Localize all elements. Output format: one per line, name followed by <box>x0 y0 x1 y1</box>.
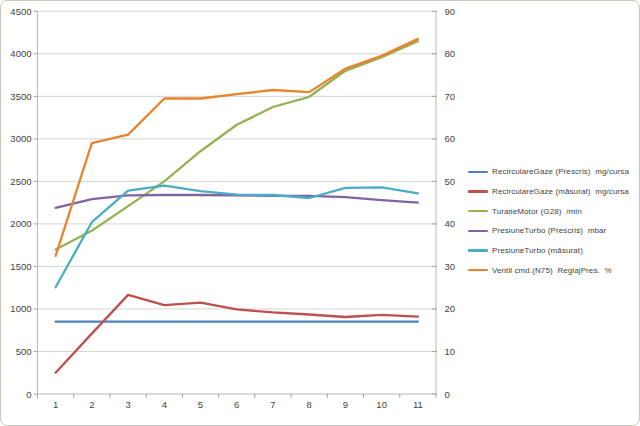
x-axis-label: 6 <box>234 399 239 410</box>
right-axis-label: 0 <box>445 389 450 400</box>
right-axis-label: 90 <box>445 6 456 17</box>
right-axis-label: 70 <box>445 91 456 102</box>
legend-swatch-icon <box>468 230 488 232</box>
series-line-turatie-motor-g28[interactable] <box>56 41 418 249</box>
left-axis-label: 1500 <box>10 261 31 272</box>
left-axis-label: 2500 <box>10 176 31 187</box>
legend-item-presiune-turbo-masurat[interactable]: PresiuneTurbo (măsurat) <box>468 241 629 261</box>
right-axis-label: 50 <box>445 176 456 187</box>
right-axis-label: 20 <box>445 303 456 314</box>
legend-swatch-icon <box>468 210 488 212</box>
legend-label: RecirculareGaze (măsurat) mg/cursa <box>492 187 629 196</box>
chart-frame: 0 500 1000 1500 2000 2500 3000 3500 4000 4500 0 10 2… <box>0 0 640 426</box>
legend-label: PresiuneTurbo (măsurat) <box>492 246 583 255</box>
legend-item-recirculare-gaze-masurat[interactable]: RecirculareGaze (măsurat) mg/cursa <box>468 182 629 202</box>
right-axis-label: 60 <box>445 133 456 144</box>
series-line-ventil-cmd-n75[interactable] <box>56 39 418 256</box>
left-axis-label: 500 <box>16 346 32 357</box>
left-axis-label: 0 <box>26 389 31 400</box>
left-axis-label: 2000 <box>10 218 31 229</box>
x-axis-label: 8 <box>307 399 312 410</box>
left-axis-label: 1000 <box>10 303 31 314</box>
legend-label: RecirculareGaze (Prescris) mg/cursa <box>492 167 629 176</box>
legend-item-recirculare-gaze-prescris[interactable]: RecirculareGaze (Prescris) mg/cursa <box>468 162 629 182</box>
legend-item-presiune-turbo-prescris[interactable]: PresiuneTurbo (Prescris) mbar <box>468 221 629 241</box>
right-axis-label: 80 <box>445 48 456 59</box>
x-axis-label: 4 <box>162 399 167 410</box>
legend-swatch-icon <box>468 190 488 192</box>
x-axis-label: 7 <box>270 399 275 410</box>
legend-swatch-icon <box>468 249 488 251</box>
legend-swatch-icon <box>468 269 488 271</box>
x-axis-label: 11 <box>413 399 423 410</box>
x-axis-label: 10 <box>376 399 387 410</box>
right-axis-label: 10 <box>445 346 456 357</box>
legend-label: TurațieMotor (G28) /min <box>492 207 582 216</box>
series-line-recirculare-gaze-masurat[interactable] <box>56 295 418 373</box>
legend-label: Ventil cmd.(N75) ReglajPres. % <box>492 266 612 275</box>
x-axis-label: 3 <box>125 399 130 410</box>
left-axis-label: 4000 <box>10 48 31 59</box>
series-line-presiune-turbo-masurat[interactable] <box>56 186 418 288</box>
left-axis-label: 3000 <box>10 133 31 144</box>
legend: RecirculareGaze (Prescris) mg/cursa Recir… <box>468 162 629 280</box>
right-axis-label: 30 <box>445 261 456 272</box>
left-axis-label: 3500 <box>10 91 31 102</box>
legend-label: PresiuneTurbo (Prescris) mbar <box>492 226 606 235</box>
left-axis-label: 4500 <box>10 6 31 17</box>
x-axis-label: 2 <box>89 399 94 410</box>
x-axis-label: 1 <box>53 399 58 410</box>
x-axis-label: 9 <box>343 399 348 410</box>
legend-item-turatie-motor-g28[interactable]: TurațieMotor (G28) /min <box>468 201 629 221</box>
legend-swatch-icon <box>468 171 488 173</box>
right-axis-label: 40 <box>445 218 456 229</box>
legend-item-ventil-cmd-n75[interactable]: Ventil cmd.(N75) ReglajPres. % <box>468 260 629 280</box>
x-axis-label: 5 <box>198 399 203 410</box>
